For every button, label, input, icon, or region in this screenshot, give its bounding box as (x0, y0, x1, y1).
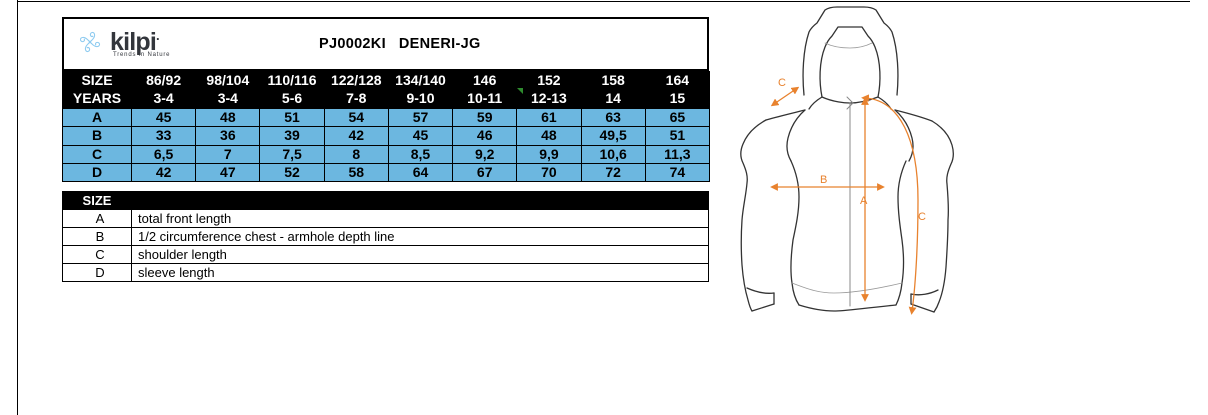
svg-text:C: C (778, 77, 786, 89)
svg-text:C: C (918, 211, 926, 223)
svg-text:B: B (820, 174, 827, 186)
svg-text:A: A (860, 195, 868, 207)
